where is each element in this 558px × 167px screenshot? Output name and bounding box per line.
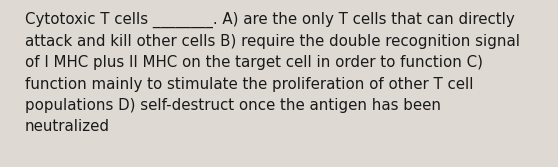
Text: Cytotoxic T cells ________. A) are the only T cells that can directly
attack and: Cytotoxic T cells ________. A) are the o… [25, 12, 520, 134]
